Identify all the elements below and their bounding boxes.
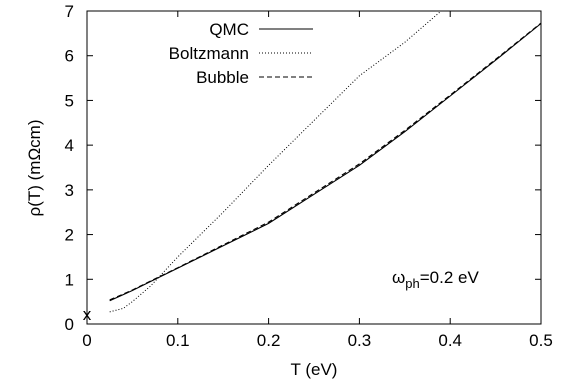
y-tick-label: 6 <box>65 47 74 66</box>
series-line-qmc <box>109 23 542 302</box>
x-axis-title: T (eV) <box>291 360 338 379</box>
annotation-omega: ω <box>392 268 405 287</box>
series-line-boltzmann <box>109 10 442 313</box>
y-tick-label: 5 <box>65 91 74 110</box>
y-tick-label: 1 <box>65 270 74 289</box>
plot-frame <box>86 10 542 325</box>
y-tick-label: 2 <box>65 226 74 245</box>
phonon-frequency-annotation: ωph=0.2 eV <box>392 268 479 291</box>
x-tick-label: 0.2 <box>257 331 281 350</box>
annotation-subscript: ph <box>405 276 419 291</box>
x-tick-label: 0 <box>82 331 91 350</box>
x-tick-label: 0.3 <box>348 331 372 350</box>
legend-label-bubble: Bubble <box>196 68 249 87</box>
annotation-value: =0.2 eV <box>420 268 480 287</box>
legend-label-boltzmann: Boltzmann <box>169 44 249 63</box>
y-tick-label: 4 <box>65 136 74 155</box>
y-tick-label: 7 <box>65 2 74 21</box>
series-line-bubble <box>109 22 542 301</box>
y-axis-title: ρ(T) (mΩcm) <box>25 120 44 217</box>
legend: QMC Boltzmann Bubble <box>169 20 313 87</box>
y-tick-label: 0 <box>65 315 74 334</box>
data-point-marker: x <box>83 305 92 324</box>
x-tick-label: 0.1 <box>166 331 190 350</box>
x-tick-label: 0.4 <box>438 331 462 350</box>
y-tick-label: 3 <box>65 181 74 200</box>
series-layer: x <box>83 10 542 324</box>
x-tick-label: 0.5 <box>529 331 553 350</box>
axis-ticks: 0 0.1 0.2 0.3 0.4 0.5 0 1 2 3 4 5 6 7 <box>65 2 553 350</box>
legend-label-qmc: QMC <box>209 20 249 39</box>
